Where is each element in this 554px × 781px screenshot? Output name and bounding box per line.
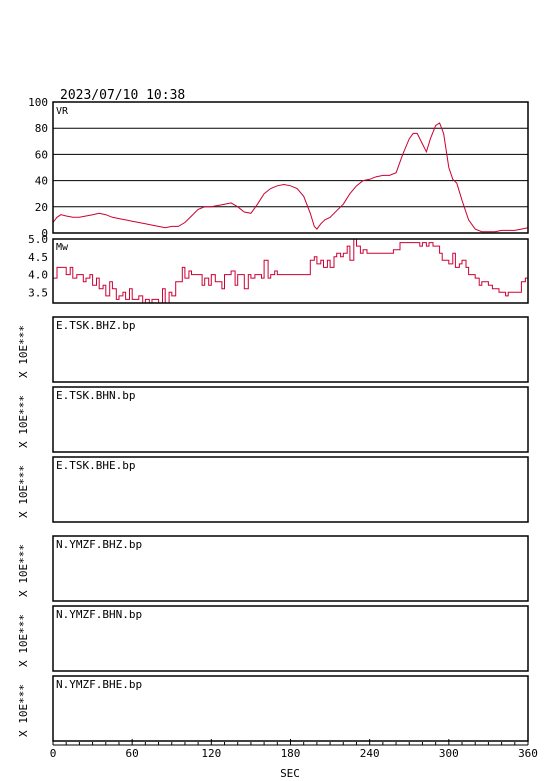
trace-frame (52, 535, 529, 602)
mw-y-tick-label: 4.5 (28, 251, 48, 264)
x-tick-label: 60 (126, 747, 139, 760)
vr-series-line (52, 122, 529, 233)
trace-panel: E.TSK.BHE.bp X 10E*** (17, 456, 529, 523)
vr-y-tick-label: 0 (41, 227, 48, 240)
trace-panel: E.TSK.BHN.bp X 10E*** (17, 386, 529, 453)
x-tick-label: 120 (201, 747, 221, 760)
trace-label: N.YMZF.BHN.bp (56, 608, 142, 621)
trace-scale-label: X 10E*** (17, 325, 30, 378)
mw-y-ticks: 5.0 4.5 4.0 3.5 (28, 233, 48, 299)
timestamp: 2023/07/10 10:38 (60, 88, 185, 103)
trace-panel: N.YMZF.BHE.bp X 10E*** (17, 675, 529, 742)
trace-label: E.TSK.BHZ.bp (56, 319, 135, 332)
vr-frame (52, 101, 529, 234)
vr-y-tick-label: 40 (35, 175, 48, 188)
vr-y-ticks: 0 20 40 60 80 100 (28, 96, 48, 240)
trace-frame (52, 605, 529, 672)
trace-panel: E.TSK.BHZ.bp X 10E*** (17, 316, 529, 383)
trace-frame (52, 316, 529, 383)
trace-label: E.TSK.BHN.bp (56, 389, 135, 402)
vr-gridlines (53, 127, 528, 208)
x-tick-label: 300 (439, 747, 459, 760)
trace-label: N.YMZF.BHZ.bp (56, 538, 142, 551)
vr-y-tick-label: 100 (28, 96, 48, 109)
trace-panel: N.YMZF.BHN.bp X 10E*** (17, 605, 529, 672)
trace-label: N.YMZF.BHE.bp (56, 678, 142, 691)
trace-scale-label: X 10E*** (17, 395, 30, 448)
vr-label: VR (56, 106, 69, 117)
vr-y-tick-label: 20 (35, 201, 48, 214)
trace-panels: E.TSK.BHZ.bp X 10E*** E.TSK.BHN.bp X 10E***… (17, 316, 529, 742)
x-axis: 0 60 120 180 240 300 360 (50, 739, 538, 760)
trace-frame (52, 456, 529, 523)
trace-scale-label: X 10E*** (17, 465, 30, 518)
vr-panel: 0 20 40 60 80 100 VR (28, 96, 529, 240)
mw-label: Mw (56, 242, 69, 253)
mw-y-tick-label: 5.0 (28, 233, 48, 246)
trace-scale-label: X 10E*** (17, 544, 30, 597)
trace-scale-label: X 10E*** (17, 614, 30, 667)
mw-series-line (53, 238, 528, 304)
vr-y-tick-label: 80 (35, 122, 48, 135)
trace-scale-label: X 10E*** (17, 684, 30, 737)
x-tick-label: 240 (360, 747, 380, 760)
x-tick-label: 360 (518, 747, 538, 760)
mw-y-tick-label: 3.5 (28, 286, 48, 299)
x-tick-label: 180 (281, 747, 301, 760)
x-axis-label: SEC (280, 767, 300, 780)
vr-y-tick-label: 60 (35, 148, 48, 161)
mw-y-tick-label: 4.0 (28, 269, 48, 282)
mw-frame (52, 238, 529, 304)
trace-frame (52, 386, 529, 453)
mw-panel: 5.0 4.5 4.0 3.5 Mw (28, 233, 529, 304)
trace-label: E.TSK.BHE.bp (56, 459, 135, 472)
trace-panel: N.YMZF.BHZ.bp X 10E*** (17, 535, 529, 602)
x-tick-label: 0 (50, 747, 57, 760)
